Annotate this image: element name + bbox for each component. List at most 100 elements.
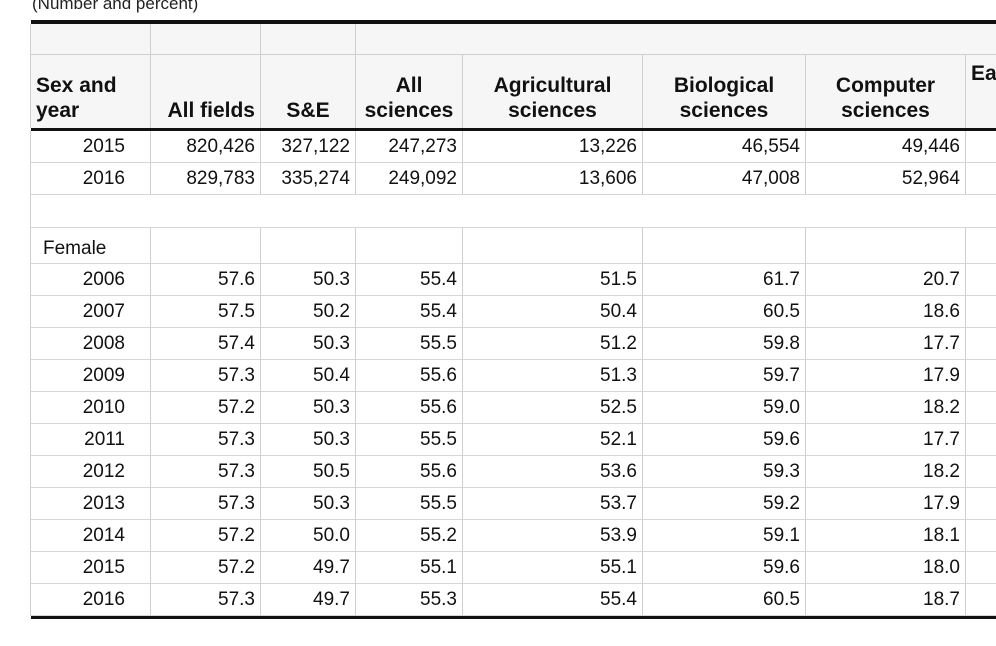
cell-partial [965, 551, 996, 584]
cell-computer: 17.7 [805, 423, 966, 456]
cell-computer: 17.9 [805, 359, 966, 392]
cell-all-fields: 57.3 [150, 487, 261, 520]
cell-se: 50.3 [260, 423, 356, 456]
cell-biological: 59.1 [642, 519, 806, 552]
group-header-span [355, 24, 996, 55]
cell-partial [965, 263, 996, 296]
cell-all-sciences: 55.5 [355, 487, 463, 520]
cell-year: 2006 [30, 263, 151, 296]
cell-all-fields: 57.2 [150, 519, 261, 552]
cell-biological: 47,008 [642, 162, 806, 195]
cell-year: 2013 [30, 487, 151, 520]
table-row: 2014 57.2 50.0 55.2 53.9 59.1 18.1 [30, 519, 996, 552]
cell-all-sciences: 55.6 [355, 359, 463, 392]
cell-all-sciences: 55.4 [355, 295, 463, 328]
table-row: 2015 57.2 49.7 55.1 55.1 59.6 18.0 [30, 551, 996, 584]
cell-partial [965, 295, 996, 328]
column-header-all-sciences: All sciences [355, 54, 463, 128]
column-header-biological-sciences: Biological sciences [642, 54, 806, 128]
cell-partial [965, 391, 996, 424]
cell-all-fields: 57.2 [150, 391, 261, 424]
cell-year: 2008 [30, 327, 151, 360]
column-header-partial-text: Ea [971, 62, 996, 85]
cell-se: 50.3 [260, 263, 356, 296]
table-row: 2011 57.3 50.3 55.5 52.1 59.6 17.7 [30, 423, 996, 456]
cell-agricultural: 50.4 [462, 295, 643, 328]
column-header-computer-sciences: Computer sciences [805, 54, 966, 128]
cell-year: 2015 [30, 551, 151, 584]
cell-all-fields: 57.2 [150, 551, 261, 584]
cell-biological: 60.5 [642, 583, 806, 616]
cell-all-sciences: 55.2 [355, 519, 463, 552]
cell-all-sciences: 55.6 [355, 391, 463, 424]
female-section: 2006 57.6 50.3 55.4 51.5 61.7 20.7 2007 57.5 50.2… [30, 263, 996, 616]
cell-partial [965, 455, 996, 488]
table-row: 2006 57.6 50.3 55.4 51.5 61.7 20.7 [30, 263, 996, 296]
cell-agricultural: 53.7 [462, 487, 643, 520]
cell-se: 50.5 [260, 455, 356, 488]
cell-year: 2010 [30, 391, 151, 424]
cell-se: 49.7 [260, 551, 356, 584]
table-row: 2015 820,426 327,122 247,273 13,226 46,554 49,… [30, 131, 996, 163]
group-header-blank-2 [150, 24, 261, 55]
column-header-agricultural-sciences: Agricultural sciences [462, 54, 643, 128]
cell-biological: 59.2 [642, 487, 806, 520]
cell-agricultural: 53.9 [462, 519, 643, 552]
cell-all-sciences: 247,273 [355, 131, 463, 163]
cell-computer: 17.9 [805, 487, 966, 520]
cell-agricultural: 52.5 [462, 391, 643, 424]
cell-all-fields: 57.3 [150, 583, 261, 616]
cell-se: 50.0 [260, 519, 356, 552]
cell-computer: 18.6 [805, 295, 966, 328]
cell-computer: 17.7 [805, 327, 966, 360]
cell-agricultural: 53.6 [462, 455, 643, 488]
column-header-partial: Ea [965, 54, 996, 128]
data-table: Sex and year All fields S&E All sciences… [30, 20, 996, 619]
section-row-female: Female [30, 227, 996, 264]
cell-partial [965, 162, 996, 195]
cell-all-sciences: 55.4 [355, 263, 463, 296]
cell-all-fields: 57.3 [150, 423, 261, 456]
header-bottom-rule [30, 128, 996, 131]
cell-all-sciences: 55.5 [355, 327, 463, 360]
cell-all-fields: 57.6 [150, 263, 261, 296]
cell-computer: 18.2 [805, 391, 966, 424]
cell-all-fields: 57.3 [150, 455, 261, 488]
table-caption: (Number and percent) [32, 0, 199, 13]
table-top-rule [30, 20, 996, 24]
column-header-se: S&E [260, 54, 356, 128]
cell-all-fields: 57.4 [150, 327, 261, 360]
cell-se: 327,122 [260, 131, 356, 163]
table-row: 2016 57.3 49.7 55.3 55.4 60.5 18.7 [30, 583, 996, 616]
cell-partial [965, 423, 996, 456]
group-header-blank-1 [30, 24, 151, 55]
table-row: 2016 829,783 335,274 249,092 13,606 47,008 52,… [30, 162, 996, 195]
cell-agricultural: 51.3 [462, 359, 643, 392]
cell-agricultural: 55.1 [462, 551, 643, 584]
cell-agricultural: 52.1 [462, 423, 643, 456]
cell-partial [965, 359, 996, 392]
cell-biological: 59.0 [642, 391, 806, 424]
cell-year: 2014 [30, 519, 151, 552]
table-row: 2013 57.3 50.3 55.5 53.7 59.2 17.9 [30, 487, 996, 520]
cell-agricultural: 51.5 [462, 263, 643, 296]
cell-agricultural: 13,226 [462, 131, 643, 163]
cell-partial [965, 519, 996, 552]
totals-section: 2015 820,426 327,122 247,273 13,226 46,554 49,… [30, 131, 996, 195]
cell-biological: 59.7 [642, 359, 806, 392]
cell-computer: 18.1 [805, 519, 966, 552]
cell-year: 2009 [30, 359, 151, 392]
cell-computer: 49,446 [805, 131, 966, 163]
cell-biological: 59.6 [642, 423, 806, 456]
table-row: 2007 57.5 50.2 55.4 50.4 60.5 18.6 [30, 295, 996, 328]
cell-biological: 59.8 [642, 327, 806, 360]
cell-partial [965, 131, 996, 163]
table-row: 2009 57.3 50.4 55.6 51.3 59.7 17.9 [30, 359, 996, 392]
cell-agricultural: 51.2 [462, 327, 643, 360]
cell-partial [965, 327, 996, 360]
cell-all-fields: 829,783 [150, 162, 261, 195]
cell-biological: 59.3 [642, 455, 806, 488]
cell-all-sciences: 55.3 [355, 583, 463, 616]
cell-all-sciences: 55.1 [355, 551, 463, 584]
table-bottom-rule [30, 615, 996, 619]
